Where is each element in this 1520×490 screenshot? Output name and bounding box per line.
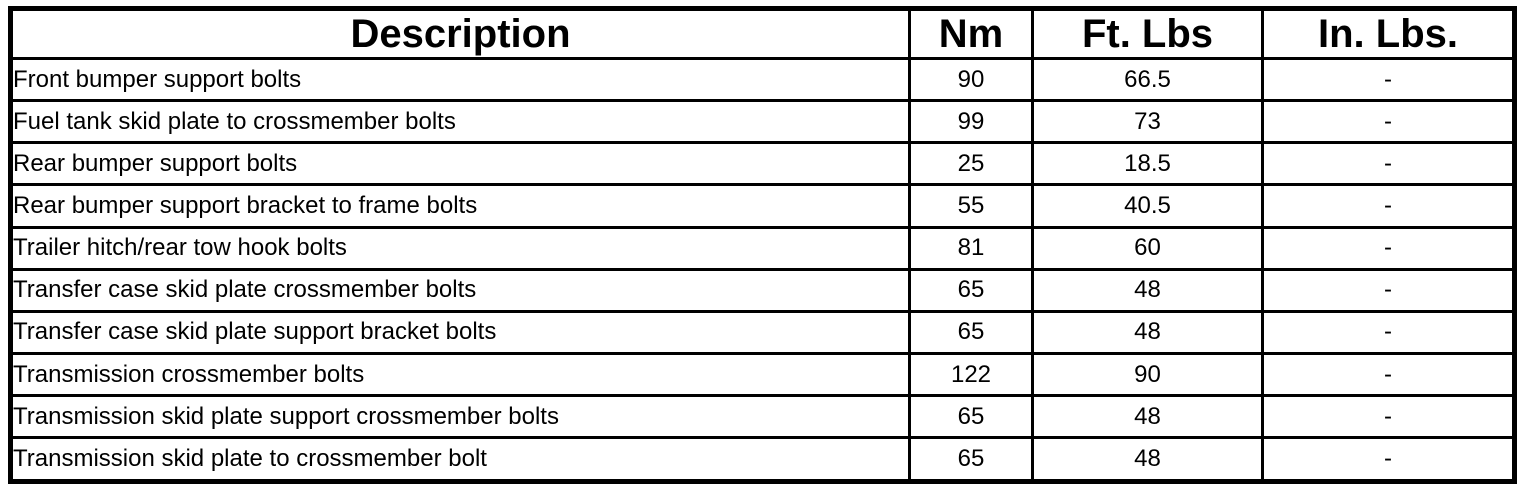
cell-nm: 65 [908,436,1034,483]
cell-description: Transmission crossmember bolts [9,351,911,398]
cell-ft-lbs: 48 [1031,309,1264,355]
cell-nm: 55 [908,183,1034,229]
cell-description: Transfer case skid plate crossmember bol… [9,267,911,313]
cell-nm: 65 [908,394,1034,440]
cell-in-lbs: - [1261,436,1516,483]
column-header-description: Description [9,7,911,60]
cell-ft-lbs: 73 [1031,99,1264,145]
cell-ft-lbs: 90 [1031,351,1264,398]
header-row: Description Nm Ft. Lbs In. Lbs. [9,7,1516,60]
cell-in-lbs: - [1261,183,1516,229]
cell-nm: 122 [908,351,1034,398]
cell-ft-lbs: 40.5 [1031,183,1264,229]
cell-ft-lbs: 48 [1031,436,1264,483]
cell-ft-lbs: 66.5 [1031,56,1264,103]
table-row: Trailer hitch/rear tow hook bolts 81 60 … [9,225,1516,271]
cell-ft-lbs: 48 [1031,394,1264,440]
column-header-nm: Nm [908,7,1034,60]
cell-description: Fuel tank skid plate to crossmember bolt… [9,99,911,145]
column-header-ft-lbs: Ft. Lbs [1031,7,1264,60]
cell-nm: 99 [908,99,1034,145]
cell-in-lbs: - [1261,309,1516,355]
cell-in-lbs: - [1261,141,1516,187]
cell-in-lbs: - [1261,267,1516,313]
column-header-in-lbs: In. Lbs. [1261,7,1516,60]
cell-nm: 90 [908,56,1034,103]
table-row: Rear bumper support bolts 25 18.5 - [9,141,1516,187]
table-row: Transmission crossmember bolts 122 90 - [9,351,1516,398]
torque-spec-table: Description Nm Ft. Lbs In. Lbs. Front bu… [8,6,1517,484]
cell-in-lbs: - [1261,56,1516,103]
cell-in-lbs: - [1261,99,1516,145]
cell-in-lbs: - [1261,225,1516,271]
cell-description: Transfer case skid plate support bracket… [9,309,911,355]
cell-description: Transmission skid plate to crossmember b… [9,436,911,483]
cell-nm: 65 [908,267,1034,313]
cell-nm: 65 [908,309,1034,355]
cell-nm: 25 [908,141,1034,187]
table-row: Fuel tank skid plate to crossmember bolt… [9,99,1516,145]
table-row: Transmission skid plate to crossmember b… [9,436,1516,483]
cell-description: Rear bumper support bracket to frame bol… [9,183,911,229]
cell-in-lbs: - [1261,394,1516,440]
cell-ft-lbs: 60 [1031,225,1264,271]
cell-description: Trailer hitch/rear tow hook bolts [9,225,911,271]
cell-ft-lbs: 48 [1031,267,1264,313]
table-row: Transfer case skid plate crossmember bol… [9,267,1516,313]
table-row: Transfer case skid plate support bracket… [9,309,1516,355]
cell-description: Transmission skid plate support crossmem… [9,394,911,440]
table-row: Front bumper support bolts 90 66.5 - [9,56,1516,103]
table-row: Transmission skid plate support crossmem… [9,394,1516,440]
cell-nm: 81 [908,225,1034,271]
cell-description: Front bumper support bolts [9,56,911,103]
cell-in-lbs: - [1261,351,1516,398]
cell-ft-lbs: 18.5 [1031,141,1264,187]
cell-description: Rear bumper support bolts [9,141,911,187]
table-row: Rear bumper support bracket to frame bol… [9,183,1516,229]
